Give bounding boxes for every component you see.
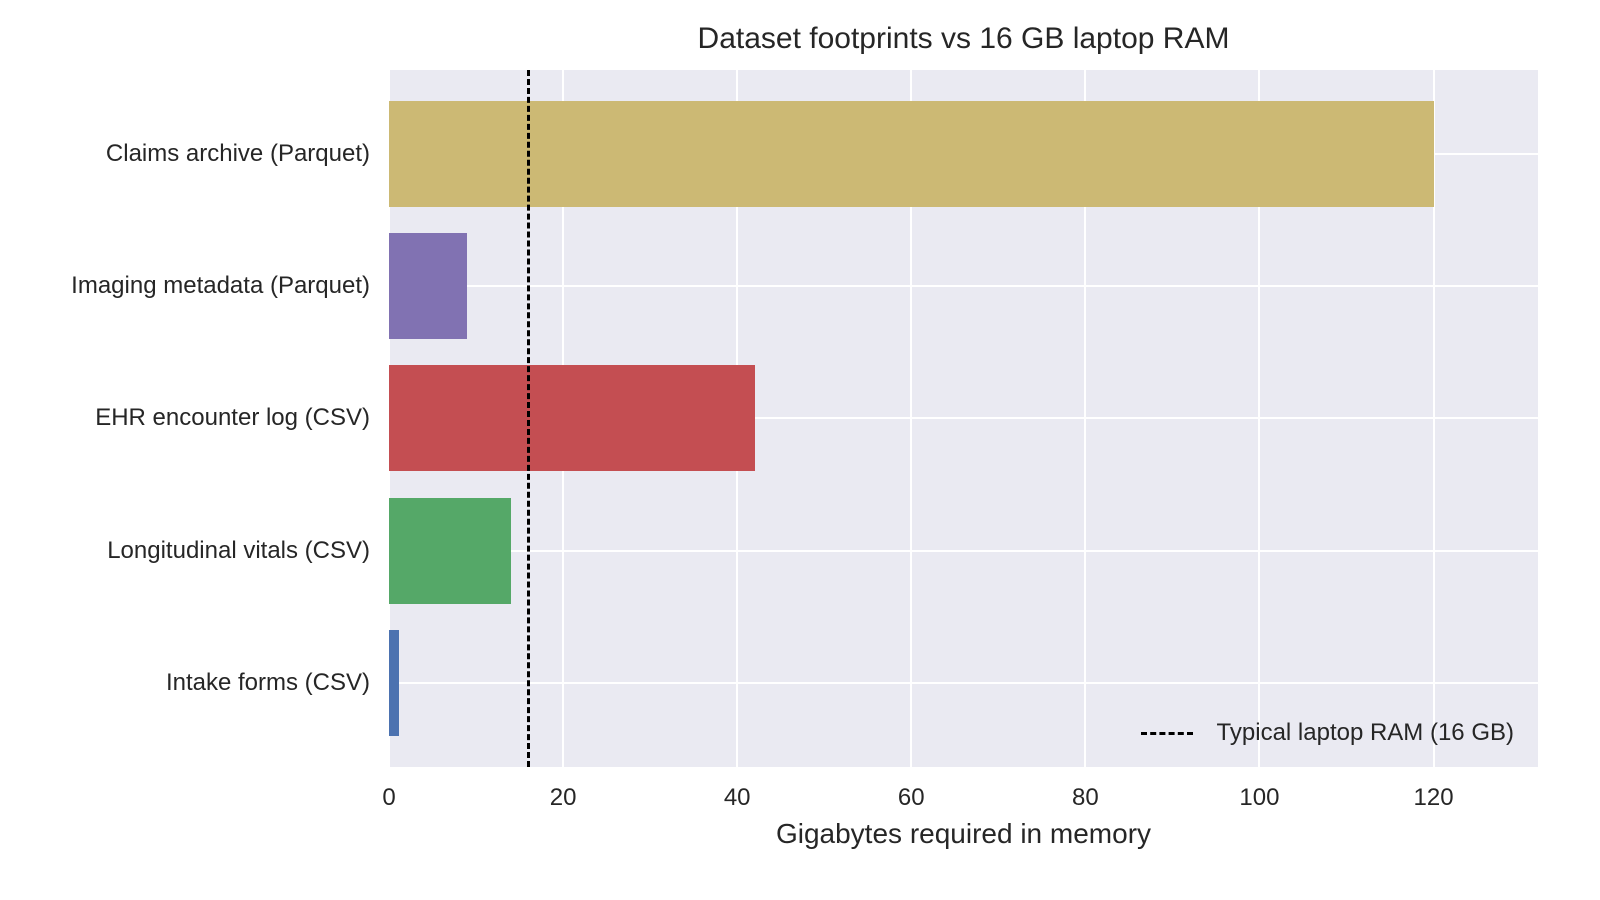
legend: Typical laptop RAM (16 GB) [1140, 719, 1514, 747]
legend-label: Typical laptop RAM (16 GB) [1216, 719, 1514, 746]
bar-claims-archive-parquet [389, 101, 1434, 207]
y-tick-label: Intake forms (CSV) [165, 668, 370, 696]
bar-imaging-metadata-parquet [389, 233, 468, 340]
bar-intake-forms-csv [389, 629, 400, 736]
y-gridline [389, 285, 1538, 288]
y-gridline [389, 417, 1538, 420]
reference-line-16gb [526, 70, 530, 767]
y-gridline [389, 681, 1538, 684]
y-tick-label: Imaging metadata (Parquet) [71, 272, 370, 300]
x-tick-label: 20 [549, 784, 577, 811]
bar-longitudinal-vitals-csv [389, 497, 511, 604]
x-tick-label: 0 [382, 784, 396, 811]
x-tick-label: 60 [897, 784, 925, 811]
bar-ehr-encounter-log-csv [389, 365, 755, 472]
x-tick-label: 80 [1072, 784, 1099, 811]
x-tick-label: 100 [1239, 784, 1280, 811]
legend-dashed-line-icon [1140, 731, 1193, 735]
chart-title: Dataset footprints vs 16 GB laptop RAM [697, 22, 1230, 55]
x-tick-label: 120 [1413, 784, 1454, 811]
y-tick-label: Longitudinal vitals (CSV) [107, 536, 370, 564]
y-gridline [389, 549, 1538, 552]
x-tick-label: 40 [723, 784, 751, 811]
y-tick-label: EHR encounter log (CSV) [95, 404, 370, 432]
y-tick-label: Claims archive (Parquet) [105, 140, 370, 167]
plot-area: Typical laptop RAM (16 GB) [388, 70, 1538, 767]
x-axis-label: Gigabytes required in memory [775, 818, 1152, 849]
